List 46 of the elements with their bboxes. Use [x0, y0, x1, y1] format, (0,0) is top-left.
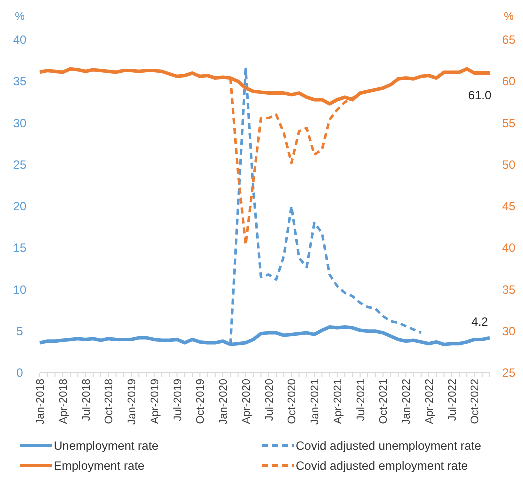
y2-tick-label: 65: [502, 33, 516, 47]
x-tick-label: Apr-2022: [424, 379, 436, 424]
x-tick-label: Jan-2020: [218, 379, 230, 425]
x-tick-label: Jul-2018: [80, 379, 93, 422]
x-tick-label: Jul-2021: [355, 379, 368, 422]
x-tick-label: Jan-2019: [126, 379, 139, 425]
y-tick-label: 10: [13, 282, 27, 297]
y-tick-label: 0: [16, 366, 24, 380]
x-tick-label: Apr-2018: [58, 379, 70, 424]
y-axis-title: %: [15, 11, 26, 23]
x-tick-label: Jan-2022: [401, 379, 414, 425]
x-tick-label: Oct-2019: [195, 379, 208, 424]
x-tick-label: Jul-2019: [172, 379, 184, 422]
legend-label: Employment rate: [54, 459, 146, 473]
x-tick-label: Jan-2021: [310, 379, 322, 425]
y2-axis-title: %: [504, 11, 514, 23]
data-label: 4.2: [472, 315, 489, 330]
y2-tick-label: 55: [502, 116, 516, 130]
y2-tick-label: 30: [502, 324, 516, 338]
y2-tick-label: 40: [502, 241, 516, 256]
y2-tick-label: 35: [502, 282, 516, 297]
y-tick-label: 15: [13, 241, 27, 256]
y2-tick-label: 50: [502, 158, 516, 172]
x-tick-label: Jul-2022: [446, 379, 459, 422]
y2-tick-label: 45: [502, 200, 516, 214]
x-tick-label: Oct-2020: [286, 379, 299, 424]
x-tick-label: Apr-2020: [240, 379, 253, 424]
y-tick-label: 20: [13, 200, 27, 214]
y-tick-label: 40: [13, 33, 27, 47]
x-tick-label: Apr-2019: [149, 379, 162, 424]
x-tick-label: Jul-2020: [264, 379, 276, 422]
y2-tick-label: 25: [502, 366, 516, 380]
legend-label: Unemployment rate: [54, 439, 160, 453]
x-tick-label: Oct-2021: [378, 379, 390, 424]
y-tick-label: 30: [13, 116, 27, 130]
y-tick-label: 5: [16, 324, 24, 338]
x-tick-label: Jan-2018: [35, 379, 47, 425]
x-tick-label: Oct-2018: [104, 379, 116, 424]
y-tick-label: 25: [13, 158, 27, 172]
data-label: 61.0: [468, 88, 492, 102]
x-tick-label: Oct-2022: [470, 379, 482, 424]
y-tick-label: 35: [13, 74, 27, 89]
legend-label: Covid adjusted unemployment rate: [296, 439, 482, 453]
x-tick-label: Apr-2021: [332, 379, 344, 424]
y2-tick-label: 60: [502, 74, 516, 89]
legend-label: Covid adjusted employment rate: [296, 459, 468, 473]
